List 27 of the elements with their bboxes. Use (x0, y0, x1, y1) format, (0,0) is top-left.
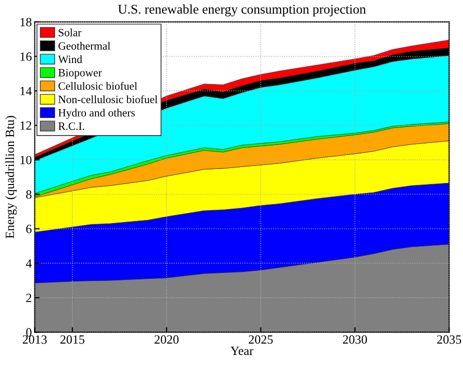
legend-label: R.C.I. (58, 122, 84, 130)
legend-label: Biopower (58, 68, 102, 79)
y-tick-label: 18 (20, 18, 32, 26)
y-tick-label: 2 (26, 294, 32, 302)
y-tick-label: 8 (26, 190, 32, 199)
chart-title: U.S. renewable energy consumption projection (118, 4, 366, 16)
legend-label: Non-cellulosic biofuel (58, 95, 158, 104)
y-tick-label: 14 (20, 86, 32, 96)
x-tick-label: 2030 (342, 335, 367, 344)
x-axis-title: Year (230, 346, 254, 356)
legend-label: Hydro and others (58, 108, 135, 119)
x-tick-label: 2025 (248, 335, 273, 344)
y-tick-label: 12 (20, 121, 32, 130)
legend-label: Wind (58, 55, 82, 64)
y-tick-label: 6 (26, 224, 32, 234)
y-tick-label: 4 (26, 259, 32, 268)
y-tick-label: 16 (20, 52, 32, 61)
legend-label: Geothermal (58, 42, 110, 50)
x-tick-label: 2020 (154, 335, 179, 344)
legend-label: Solar (58, 28, 82, 36)
x-tick-label: 2015 (60, 335, 84, 344)
legend-label: Cellulosic biofuel (58, 82, 138, 90)
x-tick-label: 2013 (22, 335, 47, 344)
y-axis-title: Energy (quadrillion Btu) (5, 116, 17, 238)
x-tick-label: 2035 (437, 335, 462, 344)
y-tick-label: 0 (26, 328, 32, 337)
y-tick-label: 10 (20, 156, 32, 164)
